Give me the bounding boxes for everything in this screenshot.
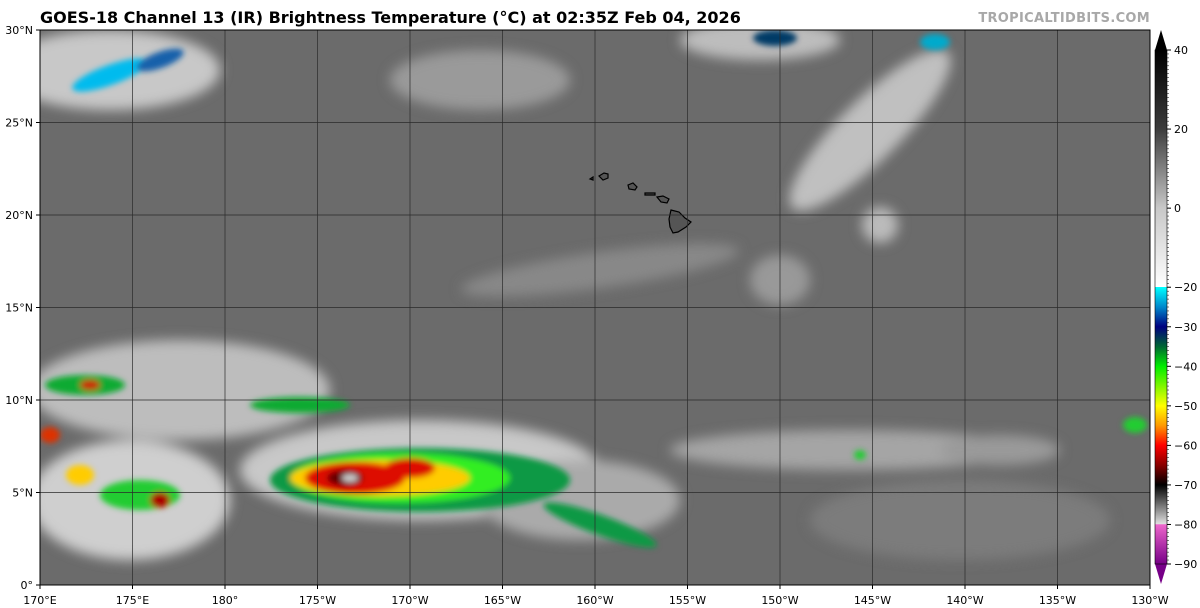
- molokai-outline: [644, 192, 656, 196]
- lon-label: 150°W: [761, 594, 798, 607]
- colorbar-frame: [1154, 49, 1168, 565]
- colorbar-max-arrow: [1155, 30, 1167, 50]
- colorbar-scale: [1155, 50, 1167, 564]
- lon-label: 140°W: [946, 594, 983, 607]
- colorbar-min-arrow: [1155, 564, 1167, 584]
- lon-label: 135°W: [1039, 594, 1076, 607]
- lat-label: 10°N: [5, 394, 33, 407]
- colorbar-label: −60: [1174, 439, 1197, 452]
- lon-label: 165°W: [484, 594, 521, 607]
- lon-label: 170°E: [23, 594, 56, 607]
- niihau-outline: [588, 175, 594, 181]
- cold-cloud-tops: [40, 30, 1147, 548]
- oahu-outline: [627, 182, 638, 191]
- colorbar-label: −50: [1174, 400, 1197, 413]
- lat-label: 30°N: [5, 24, 33, 37]
- lon-label: 130°W: [1131, 594, 1168, 607]
- map-title: GOES-18 Channel 13 (IR) Brightness Tempe…: [40, 8, 741, 27]
- axis-labels: 170°E 175°E 180° 175°W 170°W 165°W 160°W 155°W 1…: [5, 24, 1169, 607]
- colorbar-label: −70: [1174, 479, 1197, 492]
- colorbar-label: 40: [1174, 44, 1188, 57]
- lon-label: 170°W: [391, 594, 428, 607]
- lat-label: 25°N: [5, 117, 33, 130]
- colorbar-label: −90: [1174, 558, 1197, 571]
- colorbar-label: −20: [1174, 281, 1197, 294]
- imagery: [40, 30, 1150, 585]
- lon-label: 145°W: [854, 594, 891, 607]
- colorbar-label: −80: [1174, 518, 1197, 531]
- lon-label: 155°W: [669, 594, 706, 607]
- cloud-field: [40, 30, 1110, 560]
- maui-outline: [655, 195, 670, 204]
- lat-label: 15°N: [5, 302, 33, 315]
- lon-label: 175°E: [116, 594, 149, 607]
- watermark: TROPICALTIDBITS.COM: [978, 11, 1150, 26]
- lat-label: 0°: [21, 579, 34, 592]
- kauai-outline: [598, 172, 609, 181]
- colorbar-label: −40: [1174, 360, 1197, 373]
- colorbar-label: 20: [1174, 123, 1188, 136]
- graticule: [40, 30, 1150, 585]
- hawaii-islands: [588, 172, 692, 234]
- colorbar-label: −30: [1174, 321, 1197, 334]
- lat-label: 5°N: [12, 487, 33, 500]
- lon-label: 160°W: [576, 594, 613, 607]
- lon-label: 180°: [212, 594, 239, 607]
- colorbar-label: 0: [1174, 202, 1181, 215]
- colorbar: 40 20 0 −20 −30 −40 −50 −60 −70 −80 −90: [1154, 30, 1197, 584]
- lon-label: 175°W: [299, 594, 336, 607]
- lat-label: 20°N: [5, 209, 33, 222]
